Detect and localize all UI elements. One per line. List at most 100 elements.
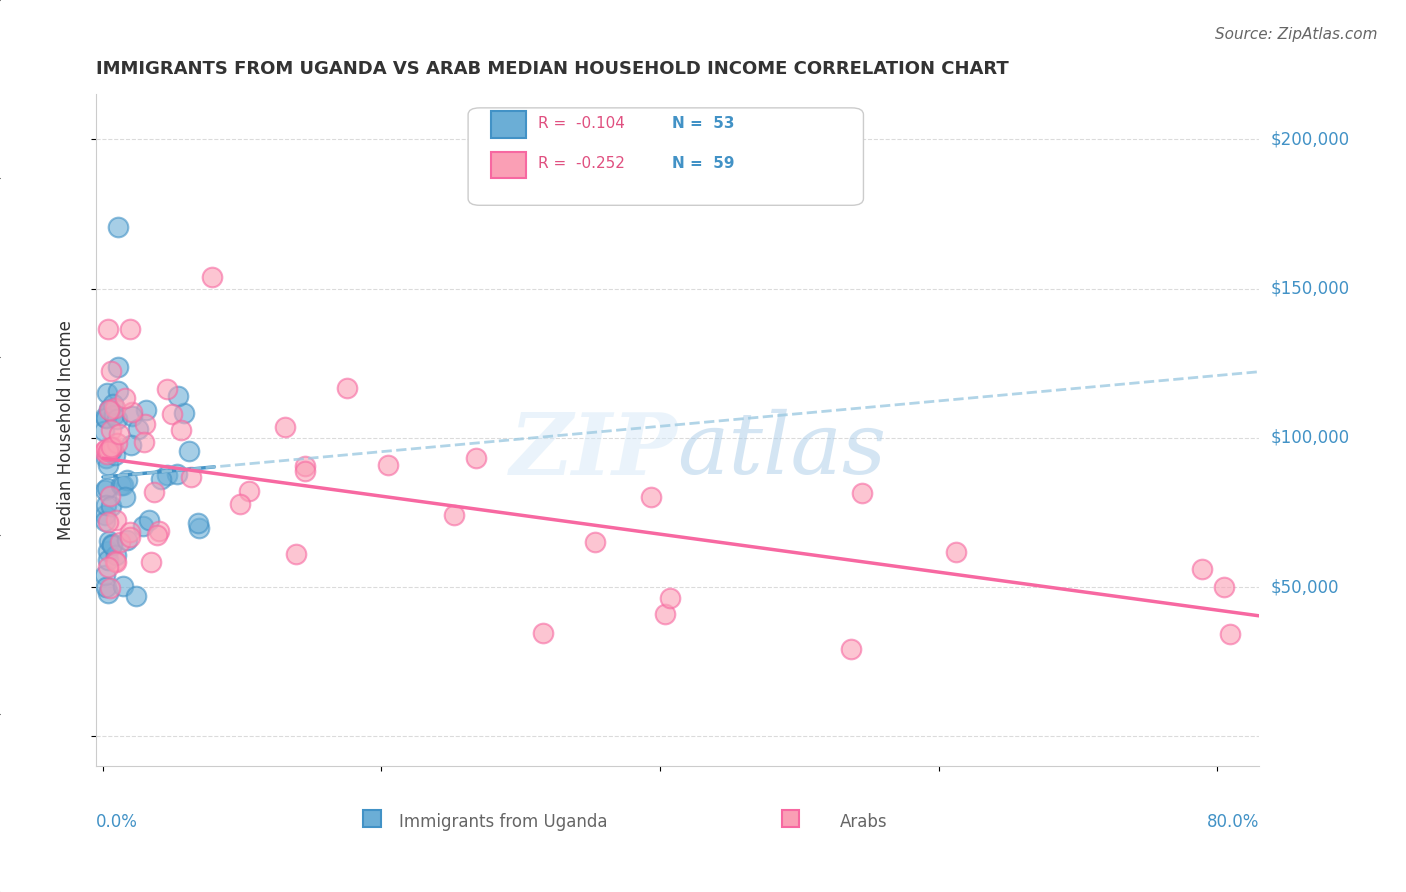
Arabs [294, 458, 316, 473]
Arabs [143, 485, 166, 500]
FancyBboxPatch shape [468, 108, 863, 205]
Immigrants from Uganda [94, 580, 117, 594]
Text: N =  53: N = 53 [672, 116, 734, 131]
Text: $150,000: $150,000 [1271, 279, 1350, 298]
Immigrants from Uganda [105, 412, 128, 426]
Arabs [134, 417, 156, 431]
Text: 0.0%: 0.0% [96, 814, 138, 831]
Arabs [1191, 561, 1213, 575]
Immigrants from Uganda [94, 514, 117, 528]
Immigrants from Uganda [94, 483, 117, 497]
Arabs [841, 642, 863, 657]
Immigrants from Uganda [97, 586, 120, 600]
Arabs [1213, 580, 1236, 594]
Bar [491, 152, 526, 178]
Immigrants from Uganda [107, 384, 129, 398]
Immigrants from Uganda [97, 552, 120, 566]
Bar [491, 112, 526, 138]
Immigrants from Uganda [96, 386, 118, 401]
Text: $200,000: $200,000 [1271, 130, 1350, 148]
Bar [364, 810, 381, 827]
Arabs [104, 554, 127, 568]
Immigrants from Uganda [101, 397, 124, 411]
Arabs [294, 464, 316, 478]
Immigrants from Uganda [107, 219, 129, 234]
Immigrants from Uganda [179, 444, 201, 458]
Immigrants from Uganda [97, 543, 120, 558]
Text: Arabs: Arabs [839, 814, 887, 831]
Arabs [120, 530, 142, 544]
Arabs [98, 489, 121, 503]
Arabs [134, 434, 156, 449]
Immigrants from Uganda [125, 589, 148, 603]
Arabs [120, 322, 142, 336]
Immigrants from Uganda [104, 449, 127, 463]
Arabs [443, 508, 465, 522]
Arabs [97, 515, 120, 529]
Arabs [96, 447, 118, 461]
Arabs [93, 443, 115, 458]
Arabs [465, 451, 488, 466]
Arabs [200, 270, 222, 285]
Arabs [100, 364, 122, 378]
Immigrants from Uganda [93, 424, 115, 438]
Text: $50,000: $50,000 [1271, 578, 1339, 596]
Immigrants from Uganda [120, 438, 142, 452]
Immigrants from Uganda [100, 443, 122, 458]
Immigrants from Uganda [98, 402, 121, 417]
Text: IMMIGRANTS FROM UGANDA VS ARAB MEDIAN HOUSEHOLD INCOME CORRELATION CHART: IMMIGRANTS FROM UGANDA VS ARAB MEDIAN HO… [96, 60, 1008, 78]
Arabs [97, 560, 120, 574]
Arabs [156, 382, 179, 396]
Arabs [105, 436, 128, 450]
Text: ZIP: ZIP [509, 409, 678, 492]
Text: 80.0%: 80.0% [1206, 814, 1258, 831]
Immigrants from Uganda [98, 534, 121, 549]
Arabs [108, 427, 131, 442]
Immigrants from Uganda [101, 536, 124, 550]
Immigrants from Uganda [107, 359, 129, 374]
Arabs [96, 443, 118, 458]
Immigrants from Uganda [149, 472, 172, 486]
Immigrants from Uganda [105, 549, 128, 563]
Text: Immigrants from Uganda: Immigrants from Uganda [399, 814, 607, 831]
Arabs [377, 458, 399, 473]
Arabs [104, 401, 127, 416]
Arabs [851, 486, 873, 500]
Immigrants from Uganda [100, 499, 122, 513]
Immigrants from Uganda [166, 467, 188, 481]
Immigrants from Uganda [167, 388, 190, 402]
Text: $100,000: $100,000 [1271, 429, 1350, 447]
Arabs [285, 548, 308, 562]
Arabs [139, 555, 162, 569]
Immigrants from Uganda [138, 513, 160, 527]
Arabs [180, 470, 202, 484]
Arabs [100, 423, 122, 437]
Arabs [170, 423, 193, 437]
Text: R =  -0.104: R = -0.104 [538, 116, 624, 131]
Arabs [148, 524, 170, 538]
Arabs [583, 535, 606, 549]
Bar [782, 810, 800, 827]
Immigrants from Uganda [135, 402, 157, 417]
Immigrants from Uganda [98, 403, 121, 417]
Immigrants from Uganda [121, 409, 143, 423]
Arabs [1219, 627, 1241, 641]
Arabs [105, 513, 128, 527]
Text: N =  59: N = 59 [672, 156, 734, 171]
Y-axis label: Median Household Income: Median Household Income [58, 320, 75, 541]
Arabs [121, 405, 143, 419]
Immigrants from Uganda [115, 473, 138, 487]
Arabs [101, 440, 124, 454]
Arabs [105, 555, 128, 569]
Immigrants from Uganda [112, 477, 135, 491]
Arabs [336, 381, 359, 395]
Arabs [97, 403, 120, 417]
Text: Source: ZipAtlas.com: Source: ZipAtlas.com [1215, 27, 1378, 42]
Immigrants from Uganda [112, 579, 135, 593]
Arabs [160, 408, 183, 422]
Immigrants from Uganda [186, 516, 208, 531]
Arabs [654, 607, 676, 621]
Immigrants from Uganda [97, 458, 120, 473]
Immigrants from Uganda [101, 538, 124, 552]
Immigrants from Uganda [94, 409, 117, 424]
